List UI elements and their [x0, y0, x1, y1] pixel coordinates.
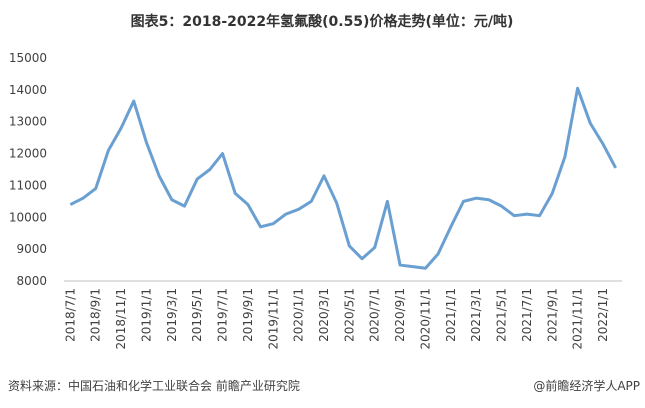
x-tick-label: 2020/7/1	[368, 288, 382, 342]
x-tick-label: 2019/9/1	[241, 288, 255, 342]
y-tick-label: 12000	[9, 147, 47, 161]
x-tick-label: 2022/1/1	[596, 288, 610, 342]
x-tick-label: 2021/11/1	[571, 288, 585, 350]
x-tick-label: 2020/3/1	[317, 288, 331, 342]
x-tick-label: 2021/7/1	[520, 288, 534, 342]
source-note: 资料来源：中国石油和化学工业联合会 前瞻产业研究院	[8, 378, 300, 393]
x-tick-label: 2019/1/1	[139, 288, 153, 342]
x-tick-label: 2020/5/1	[342, 288, 356, 342]
x-tick-label: 2021/5/1	[495, 288, 509, 342]
x-tick-label: 2018/7/1	[63, 288, 77, 342]
y-tick-label: 13000	[9, 115, 47, 129]
x-tick-label: 2021/3/1	[469, 288, 483, 342]
x-tick-label: 2020/11/1	[418, 288, 432, 350]
y-tick-label: 10000	[9, 210, 47, 224]
y-tick-label: 8000	[16, 274, 47, 288]
chart-title: 图表5：2018-2022年氢氟酸(0.55)价格走势(单位：元/吨)	[131, 13, 514, 30]
y-tick-label: 11000	[9, 178, 47, 192]
x-tick-label: 2021/9/1	[545, 288, 559, 342]
price-line	[69, 86, 617, 270]
credit: @前瞻经济学人APP	[533, 378, 640, 393]
y-tick-label: 9000	[16, 242, 47, 256]
x-tick-label: 2019/5/1	[190, 288, 204, 342]
y-tick-label: 14000	[9, 83, 47, 97]
y-tick-label: 15000	[9, 51, 47, 65]
x-tick-label: 2020/1/1	[292, 288, 306, 342]
x-tick-label: 2018/9/1	[89, 288, 103, 342]
x-tick-label: 2019/11/1	[266, 288, 280, 350]
x-tick-label: 2019/7/1	[216, 288, 230, 342]
x-tick-label: 2019/3/1	[165, 288, 179, 342]
x-tick-label: 2020/9/1	[393, 288, 407, 342]
x-tick-label: 2021/1/1	[444, 288, 458, 342]
x-tick-label: 2018/11/1	[114, 288, 128, 350]
